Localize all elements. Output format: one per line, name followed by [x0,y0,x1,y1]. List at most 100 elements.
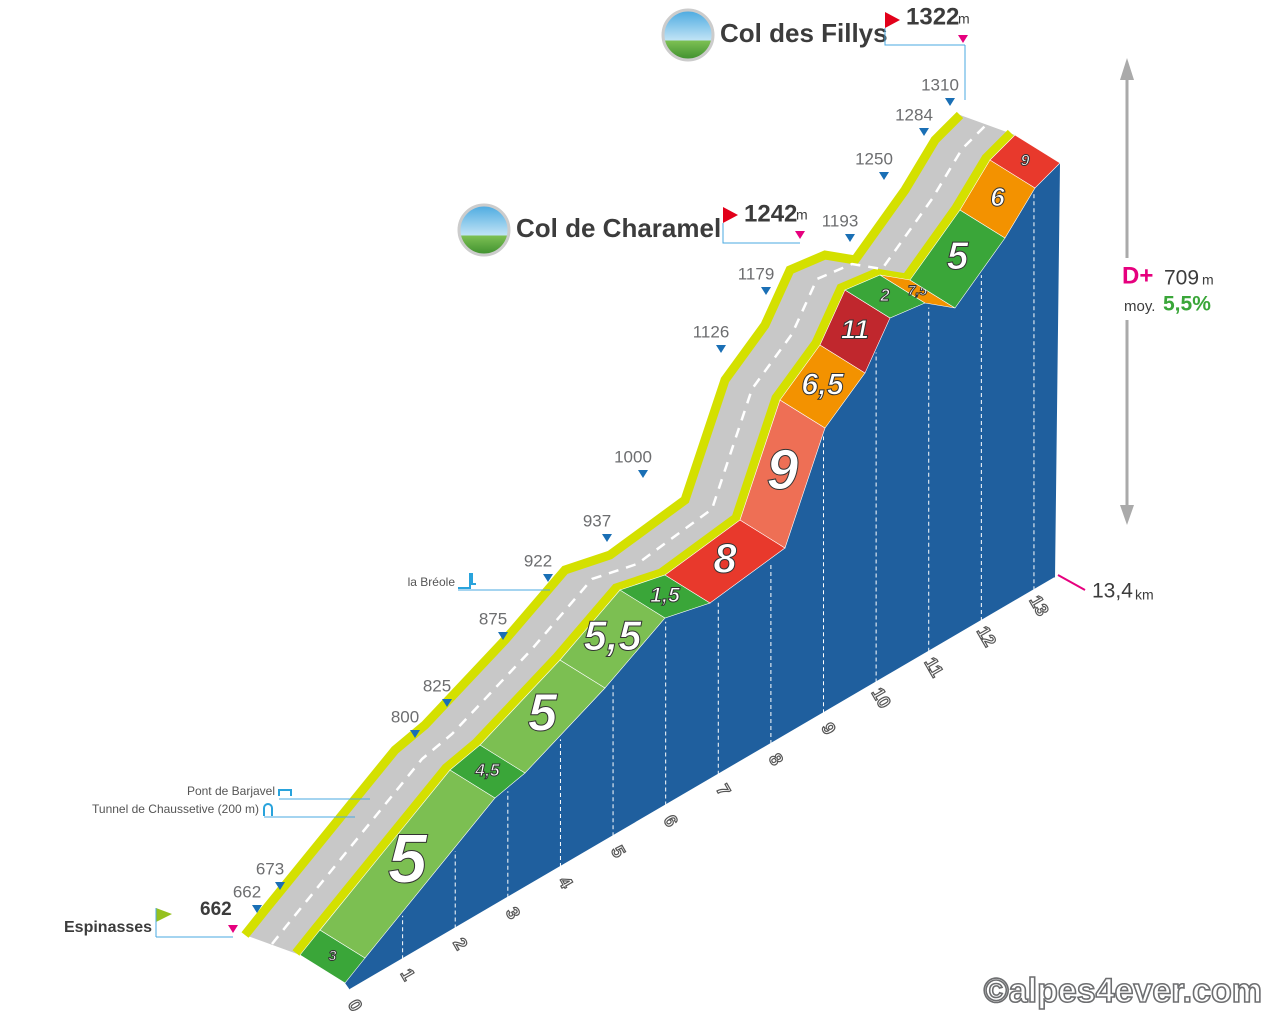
flag [885,12,900,28]
km-label: 2 [449,935,471,954]
altitude-marker [716,345,726,353]
altitude-label: 800 [391,707,419,726]
altitude-marker [761,287,771,295]
altitude-marker [879,172,889,180]
gradient-label: 4,5 [474,760,500,780]
km-label: 10 [868,684,895,711]
altitude-label: 1310 [921,75,959,94]
altitude-marker [275,882,285,890]
km-label: 1 [397,965,419,984]
altitude-marker [442,699,452,707]
summit-icon [457,203,511,257]
road-centre [271,123,988,945]
marker [228,925,238,933]
km-label: 3 [502,904,524,923]
gradient-label: 6 [990,182,1005,212]
flag [723,207,738,223]
altitude-label: 1179 [738,264,775,283]
gradient-label: 5 [947,235,969,278]
altitude-marker [638,470,648,478]
profile-wall [345,163,1060,990]
gradient-label: 9 [1021,153,1030,170]
km-label: 4 [554,873,576,892]
place: Pont de Barjavel [187,784,275,798]
gradient-label: 5 [528,683,558,742]
km-label: 8 [765,750,787,769]
unit: m [958,11,970,27]
altitude-marker [410,730,420,738]
gradient-label: 8 [713,535,737,582]
summit-altitude: 1242 [744,200,797,227]
stats-box [1110,258,1220,320]
gradient-label: 1,5 [650,583,681,607]
gradient-label: 9 [767,438,799,502]
altitude-marker [498,632,508,640]
leader [884,28,965,46]
climb-value: 709 [1164,267,1199,290]
marker [958,35,968,43]
climb-label: D+ [1122,262,1153,289]
gradient-label: 5,5 [584,612,643,659]
altitude-label: 662 [233,882,261,901]
gradient-label: 2 [879,285,890,305]
altitude-label: 673 [256,859,284,878]
altitude-marker [945,98,955,106]
km-label: 0 [344,996,366,1015]
altitude-marker [252,905,262,913]
road-edge [241,111,964,938]
place: la Bréole [408,575,456,589]
altitude-label: 1000 [614,447,652,466]
summit-icon [661,8,715,62]
leader [722,223,800,244]
km-label: 13 [1025,592,1052,619]
start-altitude: 662 [200,899,232,920]
distance-value: 13,4 [1092,580,1133,603]
summit-altitude: 1322 [906,3,959,30]
altitude-marker [602,534,612,542]
average-label: moy. [1124,298,1155,315]
km-label: 6 [660,812,682,831]
altitude-marker [543,574,553,582]
altitude-label: 937 [583,511,611,530]
altitude-label: 1193 [822,211,859,230]
church-icon [458,573,476,589]
altitude-marker [919,128,929,136]
altitude-label: 1284 [895,105,933,124]
gradient-label: 5 [388,819,428,897]
altitude-label: 1126 [693,322,730,341]
copyright: ©alpes4ever.com [984,972,1262,1010]
summit-name: Col de Charamel [516,213,721,243]
unit: m [1202,272,1214,288]
end-tick [1057,574,1086,591]
km-axis [349,577,1056,991]
marker [795,231,805,239]
km-label: 9 [817,719,839,738]
gradient-block [989,134,1061,189]
arrow-head [1120,58,1134,80]
gradient-label: 11 [841,314,869,345]
gradient-label: 3 [328,948,336,964]
altitude-label: 1250 [855,149,893,168]
flag [156,908,172,922]
unit: m [796,207,808,223]
altitude-label: 875 [479,609,507,628]
altitude-label: 922 [524,551,552,570]
altitude-marker [845,234,855,242]
km-label: 11 [920,654,947,680]
unit: km [1135,587,1154,603]
summit-name: Col des Fillys [720,18,888,48]
arrow-head [1120,505,1134,525]
km-label: 7 [712,781,734,800]
km-label: 5 [607,842,629,861]
bridge-icon [278,789,292,796]
start-name: Espinasses [64,919,152,936]
place: Tunnel de Chaussetive (200 m) [92,802,259,816]
km-label: 12 [973,623,1000,650]
average-value: 5,5% [1163,293,1211,316]
gradient-label: 6,5 [801,368,845,402]
altitude-label: 825 [423,676,451,695]
tunnel-icon [263,803,273,816]
road-edge [292,129,1015,956]
